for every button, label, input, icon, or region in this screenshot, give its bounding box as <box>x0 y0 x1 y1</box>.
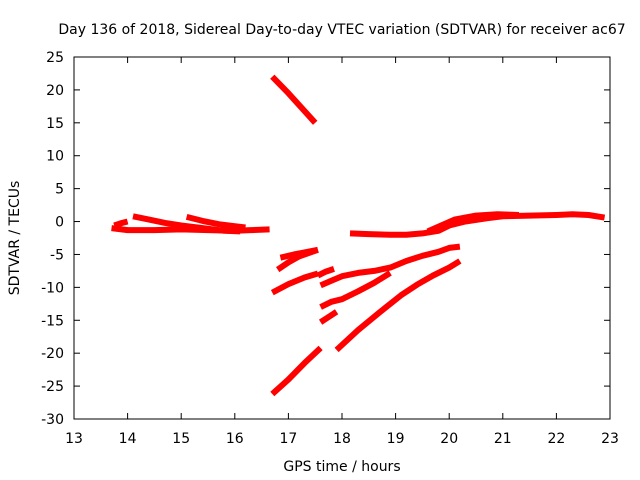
sdtvar-segment-16 <box>426 211 519 235</box>
sdtvar-segment-4 <box>185 213 246 231</box>
x-tick-label: 19 <box>387 431 405 447</box>
sdtvar-segment-7 <box>270 270 319 296</box>
y-tick-label: -20 <box>41 346 64 362</box>
sdtvar-segment-11 <box>318 309 339 325</box>
sdtvar-segment-15 <box>349 211 606 238</box>
sdtvar-segment-2 <box>113 218 129 229</box>
x-axis-label: GPS time / hours <box>283 459 400 475</box>
sdtvar-segment-6 <box>270 345 323 397</box>
y-tick-label: -10 <box>41 280 64 296</box>
x-tick-label: 18 <box>333 431 351 447</box>
series-layer <box>111 74 606 397</box>
plot-frame <box>73 56 611 420</box>
y-tick-label: -15 <box>41 313 64 329</box>
x-tick-label: 14 <box>119 431 137 447</box>
x-axis: 13 14 15 16 17 18 19 20 21 22 23 <box>65 57 619 447</box>
y-tick-label: -5 <box>50 247 64 263</box>
y-tick-label: 5 <box>55 182 64 198</box>
x-tick-label: 13 <box>65 431 83 447</box>
sdtvar-segment-5 <box>270 74 318 125</box>
chart-title: Day 136 of 2018, Sidereal Day-to-day VTE… <box>58 22 625 38</box>
y-tick-label: 0 <box>55 215 64 231</box>
sdtvar-segment-3 <box>132 213 241 235</box>
x-tick-label: 23 <box>601 431 619 447</box>
sdtvar-segment-13 <box>319 243 461 289</box>
sdtvar-segment-9 <box>279 246 319 261</box>
sdtvar-segment-12 <box>319 270 392 310</box>
y-tick-label: -25 <box>41 379 64 395</box>
x-tick-label: 22 <box>547 431 565 447</box>
y-tick-label: -30 <box>41 412 64 428</box>
y-tick-label: 20 <box>46 83 64 99</box>
y-tick-label: 25 <box>46 50 64 66</box>
y-axis: -30 -25 -20 -15 -10 -5 0 5 10 15 20 25 <box>41 50 610 428</box>
sdtvar-segment-10 <box>316 266 335 279</box>
x-tick-label: 16 <box>226 431 244 447</box>
x-tick-label: 21 <box>494 431 512 447</box>
y-tick-label: 10 <box>46 149 64 165</box>
x-tick-label: 20 <box>440 431 458 447</box>
x-tick-label: 15 <box>172 431 190 447</box>
x-tick-label: 17 <box>279 431 297 447</box>
sdtvar-segment-14 <box>334 258 462 353</box>
y-tick-label: 15 <box>46 116 64 132</box>
y-axis-label: SDTVAR / TECUs <box>7 181 23 296</box>
